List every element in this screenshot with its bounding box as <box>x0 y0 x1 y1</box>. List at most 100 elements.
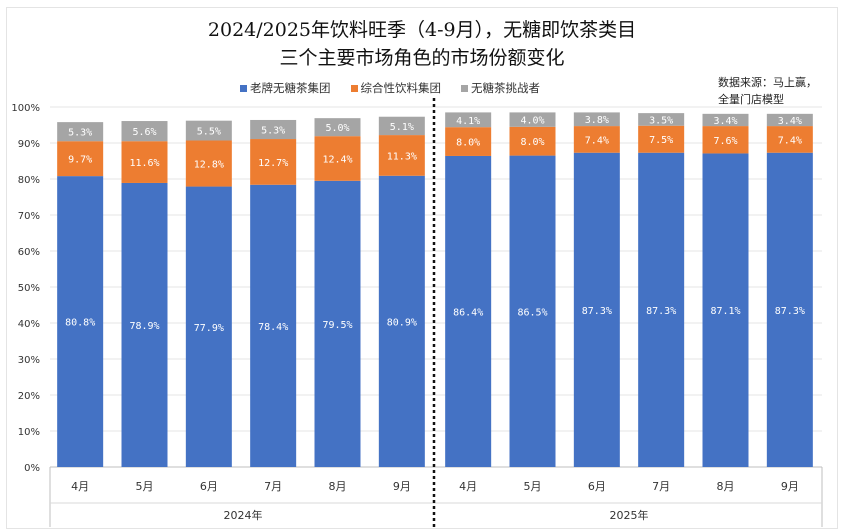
data-label: 5.3% <box>261 126 285 137</box>
x-tick-label: 4月 <box>459 480 477 493</box>
y-tick-label: 90% <box>18 139 40 150</box>
data-label: 12.8% <box>194 160 224 171</box>
y-tick-label: 10% <box>18 427 40 438</box>
bar-segment <box>378 116 425 136</box>
bar-segment <box>638 113 685 126</box>
x-tick-label: 5月 <box>524 480 542 493</box>
data-label: 87.1% <box>710 306 740 317</box>
data-label: 12.4% <box>322 154 352 165</box>
source-line: 全量门店模型 <box>718 93 784 106</box>
bar-segment <box>185 140 232 187</box>
data-label: 5.3% <box>68 128 92 139</box>
data-label: 8.0% <box>456 138 480 149</box>
bar-segment <box>573 126 620 153</box>
bar-segment <box>57 141 104 177</box>
bar-segment <box>121 121 168 142</box>
bar-segment <box>314 136 361 181</box>
data-label: 3.8% <box>585 115 609 126</box>
data-label: 9.7% <box>68 155 92 166</box>
data-label: 5.6% <box>132 127 156 138</box>
bar-segment <box>250 119 297 140</box>
group-label: 2025年 <box>610 508 649 522</box>
data-label: 8.0% <box>520 137 544 148</box>
y-tick-label: 0% <box>24 463 40 474</box>
group-label: 2024年 <box>224 508 263 522</box>
y-tick-label: 100% <box>11 103 40 114</box>
data-label: 80.8% <box>65 318 95 329</box>
data-label: 86.5% <box>517 307 547 318</box>
legend-label: 综合性饮料集团 <box>360 81 442 95</box>
bar-segment <box>573 152 620 467</box>
data-label: 5.1% <box>390 122 414 133</box>
legend-label: 老牌无糖茶集团 <box>250 81 331 95</box>
data-label: 78.4% <box>258 322 288 333</box>
bar-segment <box>445 155 492 467</box>
bar-segment <box>185 186 232 467</box>
data-label: 87.3% <box>582 306 612 317</box>
x-tick-label: 4月 <box>71 480 89 493</box>
x-tick-label: 7月 <box>264 480 282 493</box>
bar-segment <box>638 125 685 153</box>
bar-segment <box>57 122 104 142</box>
data-label: 79.5% <box>322 320 352 331</box>
bar-segment <box>509 155 556 467</box>
bar-segment <box>638 152 685 467</box>
y-tick-label: 40% <box>18 319 40 330</box>
x-tick-label: 8月 <box>329 480 347 493</box>
bar-segment <box>121 182 168 467</box>
y-tick-label: 80% <box>18 175 40 186</box>
chart-subtitle: 三个主要市场角色的市场份额变化 <box>279 47 565 69</box>
y-tick-label: 50% <box>18 283 40 294</box>
y-tick-label: 30% <box>18 355 40 366</box>
data-label: 7.4% <box>585 135 609 146</box>
bar-segment <box>573 112 620 127</box>
x-tick-label: 8月 <box>717 480 735 493</box>
data-label: 3.5% <box>649 115 673 126</box>
bar-segment <box>766 126 813 153</box>
x-tick-label: 6月 <box>200 480 218 493</box>
x-tick-label: 6月 <box>588 480 606 493</box>
data-label: 7.5% <box>649 135 673 146</box>
data-label: 7.4% <box>778 135 802 146</box>
legend-swatch <box>461 85 468 92</box>
data-label: 4.1% <box>456 116 480 127</box>
chart-frame <box>6 7 838 529</box>
bar-segment <box>509 126 556 156</box>
data-label: 3.4% <box>778 116 802 127</box>
bar-segment <box>57 176 104 467</box>
legend: 老牌无糖茶集团 综合性饮料集团 无糖茶挑战者 <box>240 80 540 96</box>
legend-item: 综合性饮料集团 <box>350 80 442 96</box>
bar-segment <box>185 120 232 141</box>
x-tick-label: 7月 <box>652 480 670 493</box>
legend-swatch <box>350 85 358 92</box>
bar-segment <box>766 113 813 127</box>
data-label: 5.0% <box>325 123 349 134</box>
legend-label: 无糖茶挑战者 <box>471 81 540 95</box>
data-label: 7.6% <box>713 136 737 147</box>
bar-segment <box>121 141 168 183</box>
bar-segment <box>378 135 425 176</box>
bar-segment <box>445 112 492 128</box>
bar-segment <box>314 180 361 468</box>
bar-segment <box>702 126 749 154</box>
data-label: 11.6% <box>129 158 159 169</box>
bar-segment <box>702 153 749 467</box>
bar-segment <box>509 112 556 127</box>
data-label: 77.9% <box>194 323 224 334</box>
data-label: 78.9% <box>129 321 159 332</box>
y-tick-label: 60% <box>18 247 40 258</box>
data-label: 3.4% <box>713 116 737 127</box>
x-tick-label: 5月 <box>136 480 154 493</box>
y-tick-label: 20% <box>18 391 40 402</box>
bar-segment <box>766 152 813 467</box>
data-label: 11.3% <box>387 151 417 162</box>
data-label: 87.3% <box>646 306 676 317</box>
bar-segment <box>250 184 297 467</box>
chart-title: 2024/2025年饮料旺季（4-9月），无糖即饮茶类目 <box>207 19 637 41</box>
data-label: 86.4% <box>453 307 483 318</box>
x-tick-label: 9月 <box>393 480 411 493</box>
data-label: 80.9% <box>387 317 417 328</box>
data-label: 5.5% <box>197 127 221 138</box>
data-label: 87.3% <box>775 306 805 317</box>
